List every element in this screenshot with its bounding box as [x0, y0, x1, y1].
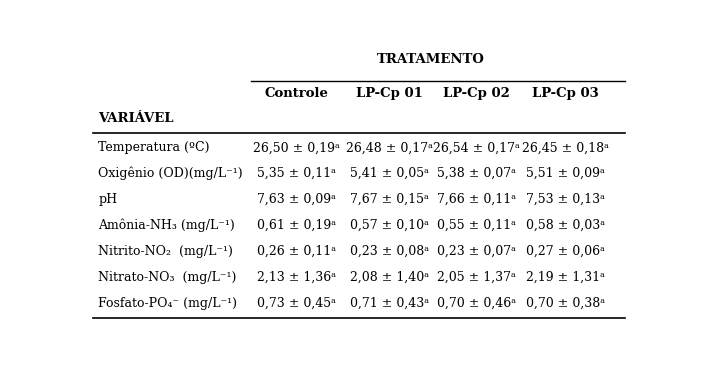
Text: LP-Cp 02: LP-Cp 02 [442, 87, 510, 100]
Text: 0,70 ± 0,46ᵃ: 0,70 ± 0,46ᵃ [437, 297, 516, 310]
Text: Nitrato-NO₃  (mg/L⁻¹): Nitrato-NO₃ (mg/L⁻¹) [98, 271, 237, 284]
Text: 0,61 ± 0,19ᵃ: 0,61 ± 0,19ᵃ [257, 219, 336, 232]
Text: 0,57 ± 0,10ᵃ: 0,57 ± 0,10ᵃ [350, 219, 428, 232]
Text: Controle: Controle [265, 87, 329, 100]
Text: 0,23 ± 0,07ᵃ: 0,23 ± 0,07ᵃ [437, 245, 515, 258]
Text: 0,27 ± 0,06ᵃ: 0,27 ± 0,06ᵃ [526, 245, 605, 258]
Text: pH: pH [98, 193, 118, 206]
Text: Amônia-NH₃ (mg/L⁻¹): Amônia-NH₃ (mg/L⁻¹) [98, 219, 236, 232]
Text: 5,41 ± 0,05ᵃ: 5,41 ± 0,05ᵃ [350, 167, 428, 180]
Text: 7,67 ± 0,15ᵃ: 7,67 ± 0,15ᵃ [350, 193, 428, 206]
Text: Nitrito-NO₂  (mg/L⁻¹): Nitrito-NO₂ (mg/L⁻¹) [98, 245, 233, 258]
Text: 7,53 ± 0,13ᵃ: 7,53 ± 0,13ᵃ [526, 193, 605, 206]
Text: 0,55 ± 0,11ᵃ: 0,55 ± 0,11ᵃ [437, 219, 515, 232]
Text: 0,23 ± 0,08ᵃ: 0,23 ± 0,08ᵃ [350, 245, 429, 258]
Text: 2,08 ± 1,40ᵃ: 2,08 ± 1,40ᵃ [350, 271, 429, 284]
Text: 5,38 ± 0,07ᵃ: 5,38 ± 0,07ᵃ [437, 167, 515, 180]
Text: 7,63 ± 0,09ᵃ: 7,63 ± 0,09ᵃ [257, 193, 336, 206]
Text: LP-Cp 01: LP-Cp 01 [355, 87, 423, 100]
Text: 2,05 ± 1,37ᵃ: 2,05 ± 1,37ᵃ [437, 271, 515, 284]
Text: 5,35 ± 0,11ᵃ: 5,35 ± 0,11ᵃ [257, 167, 336, 180]
Text: 0,70 ± 0,38ᵃ: 0,70 ± 0,38ᵃ [526, 297, 605, 310]
Text: 0,26 ± 0,11ᵃ: 0,26 ± 0,11ᵃ [257, 245, 336, 258]
Text: TRATAMENTO: TRATAMENTO [377, 53, 485, 66]
Text: LP-Cp 03: LP-Cp 03 [532, 87, 599, 100]
Text: 26,48 ± 0,17ᵃ: 26,48 ± 0,17ᵃ [346, 141, 433, 154]
Text: 26,45 ± 0,18ᵃ: 26,45 ± 0,18ᵃ [522, 141, 609, 154]
Text: VARIÁVEL: VARIÁVEL [98, 112, 174, 125]
Text: 2,13 ± 1,36ᵃ: 2,13 ± 1,36ᵃ [257, 271, 336, 284]
Text: 5,51 ± 0,09ᵃ: 5,51 ± 0,09ᵃ [526, 167, 605, 180]
Text: 2,19 ± 1,31ᵃ: 2,19 ± 1,31ᵃ [526, 271, 605, 284]
Text: 26,54 ± 0,17ᵃ: 26,54 ± 0,17ᵃ [433, 141, 519, 154]
Text: 0,73 ± 0,45ᵃ: 0,73 ± 0,45ᵃ [257, 297, 336, 310]
Text: 26,50 ± 0,19ᵃ: 26,50 ± 0,19ᵃ [253, 141, 340, 154]
Text: 0,58 ± 0,03ᵃ: 0,58 ± 0,03ᵃ [526, 219, 605, 232]
Text: Oxigênio (OD)(mg/L⁻¹): Oxigênio (OD)(mg/L⁻¹) [98, 167, 243, 180]
Text: 0,71 ± 0,43ᵃ: 0,71 ± 0,43ᵃ [350, 297, 429, 310]
Text: Temperatura (ºC): Temperatura (ºC) [98, 141, 210, 154]
Text: Fosfato-PO₄⁻ (mg/L⁻¹): Fosfato-PO₄⁻ (mg/L⁻¹) [98, 297, 238, 310]
Text: 7,66 ± 0,11ᵃ: 7,66 ± 0,11ᵃ [437, 193, 516, 206]
